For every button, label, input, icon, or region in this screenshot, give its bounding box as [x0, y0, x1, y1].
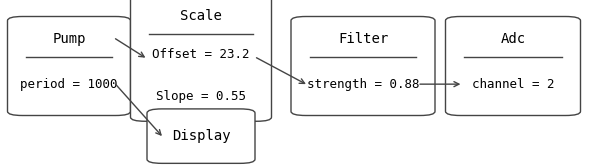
- FancyBboxPatch shape: [445, 16, 581, 116]
- Text: Pump: Pump: [52, 32, 86, 46]
- Text: Filter: Filter: [338, 32, 388, 46]
- FancyBboxPatch shape: [147, 109, 255, 163]
- Text: Adc: Adc: [500, 32, 526, 46]
- Text: Display: Display: [172, 129, 230, 143]
- Text: Slope = 0.55: Slope = 0.55: [156, 90, 246, 103]
- Text: strength = 0.88: strength = 0.88: [307, 78, 419, 91]
- Text: Scale: Scale: [180, 9, 222, 23]
- Text: channel = 2: channel = 2: [472, 78, 554, 91]
- FancyBboxPatch shape: [291, 16, 435, 116]
- FancyBboxPatch shape: [8, 16, 131, 116]
- Text: period = 1000: period = 1000: [20, 78, 118, 91]
- Text: Offset = 23.2: Offset = 23.2: [152, 48, 250, 61]
- FancyBboxPatch shape: [131, 0, 271, 121]
